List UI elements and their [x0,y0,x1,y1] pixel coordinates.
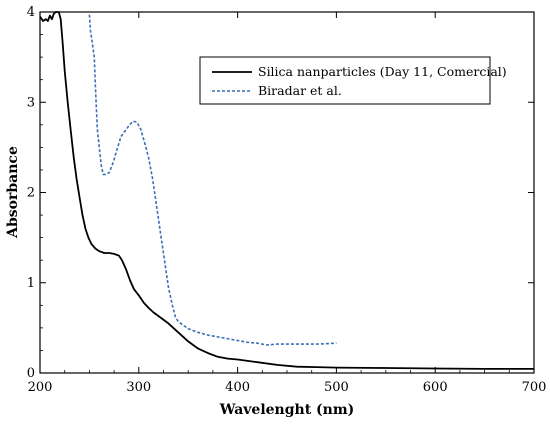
y-tick-label: 4 [27,5,35,20]
y-axis-title: Absorbance [5,146,21,239]
y-tick-label: 1 [27,276,35,291]
legend: Silica nanparticles (Day 11, Comercial) … [199,56,507,105]
legend-label-biradar: Biradar et al. [258,83,342,98]
y-axis: 0 1 2 3 4 [27,5,534,381]
x-tick-label: 500 [324,380,349,395]
y-tick-label: 0 [27,366,35,381]
y-tick-label: 2 [27,186,35,201]
x-axis-title: Wavelenght (nm) [219,402,355,418]
x-tick-label: 700 [522,380,547,395]
x-axis: 200 300 400 500 600 700 [28,12,547,395]
x-tick-label: 600 [423,380,448,395]
series-line-1 [88,14,337,346]
x-tick-label: 300 [126,380,151,395]
legend-label-silica: Silica nanparticles (Day 11, Comercial) [258,64,507,79]
legend-box [199,56,491,105]
x-tick-label: 400 [225,380,250,395]
series-line-0 [39,11,534,370]
y-tick-label: 3 [27,95,35,110]
series-layer [39,11,534,370]
x-tick-label: 200 [28,380,53,395]
